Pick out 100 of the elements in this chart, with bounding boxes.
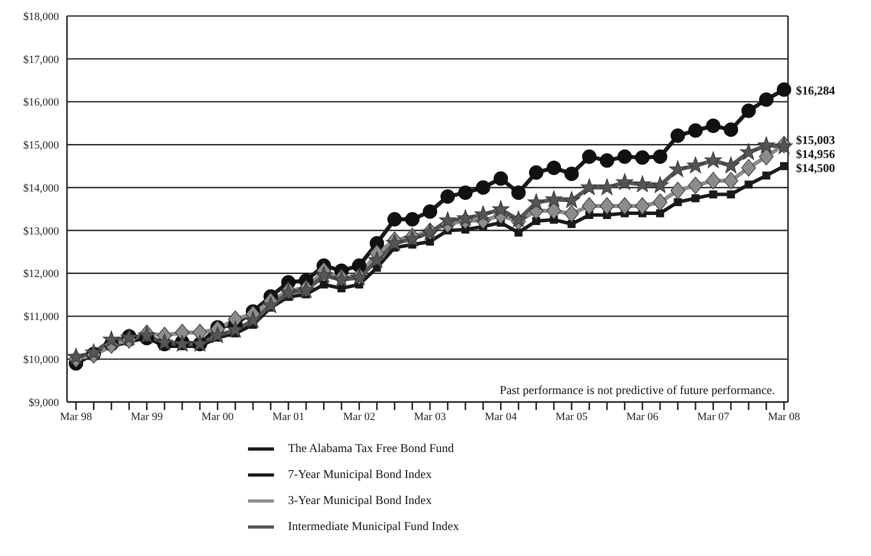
point (102, 330, 120, 348)
point (528, 193, 545, 210)
point (387, 212, 402, 227)
point (670, 182, 686, 200)
point (617, 149, 632, 164)
point (156, 334, 174, 350)
point (244, 311, 262, 328)
data-label: $14,956 (796, 146, 835, 161)
x-tick-label: Mar 98 (60, 410, 93, 423)
y-tick-label: $10,000 (23, 354, 60, 366)
x-tick-label: Mar 05 (556, 410, 588, 423)
y-tick-label: $15,000 (23, 140, 60, 152)
y-tick-label: $11,000 (24, 311, 60, 324)
point (634, 175, 652, 192)
y-tick-label: $12,000 (23, 268, 60, 280)
point (722, 156, 740, 174)
point (546, 202, 562, 220)
point (780, 162, 788, 170)
annotation: Past performance is not predictive of future performance. (500, 383, 775, 397)
point (528, 165, 544, 180)
point (511, 185, 526, 200)
point (741, 104, 756, 118)
data-label: $15,003 (796, 132, 835, 147)
point (510, 210, 528, 228)
point (740, 143, 758, 160)
point (546, 160, 562, 176)
point (600, 153, 614, 168)
x-tick-label: Mar 06 (626, 410, 659, 423)
point (776, 82, 792, 97)
point (458, 185, 473, 200)
point (582, 197, 597, 215)
legend-label: 7-Year Municipal Bond Index (288, 466, 432, 481)
point (688, 176, 703, 194)
point (706, 172, 721, 190)
point (744, 180, 753, 189)
y-tick-label: $13,000 (23, 225, 60, 238)
point (514, 228, 522, 237)
x-tick-label: Mar 02 (343, 410, 376, 423)
point (709, 190, 718, 198)
point (688, 123, 703, 138)
point (580, 178, 598, 195)
legend-label: 3-Year Municipal Bond Index (288, 492, 432, 507)
point (494, 171, 508, 186)
point (686, 156, 704, 174)
x-tick-label: Mar 04 (484, 410, 518, 423)
point (651, 176, 669, 193)
point (616, 173, 634, 190)
point (474, 205, 492, 222)
point (320, 280, 328, 288)
point (568, 220, 576, 228)
y-tick-label: $14,000 (23, 182, 60, 194)
point (656, 209, 664, 218)
x-tick-label: Mar 08 (768, 410, 801, 423)
point (476, 180, 490, 195)
point (440, 189, 455, 204)
x-tick-label: Mar 00 (202, 410, 234, 423)
point (759, 92, 774, 107)
x-tick-label: Mar 07 (697, 410, 730, 423)
data-label: $16,284 (796, 83, 835, 98)
point (174, 324, 190, 342)
point (706, 118, 720, 134)
point (652, 193, 668, 211)
point (669, 160, 686, 177)
point (692, 194, 700, 202)
x-tick-label: Mar 01 (272, 410, 304, 423)
point (724, 172, 738, 190)
point (652, 149, 668, 164)
point (315, 266, 332, 283)
point (67, 348, 85, 364)
point (670, 128, 686, 143)
y-tick-label: $18,000 (23, 10, 60, 23)
point (422, 204, 438, 219)
point (405, 212, 420, 227)
point (532, 217, 540, 226)
point (564, 204, 579, 222)
point (762, 172, 770, 180)
point (456, 209, 474, 226)
data-label: $14,500 (796, 160, 835, 175)
point (598, 178, 616, 195)
point (582, 149, 597, 164)
point (492, 200, 510, 217)
point (562, 191, 580, 208)
point (85, 344, 102, 360)
point (564, 166, 579, 182)
y-tick-label: $17,000 (23, 54, 60, 66)
point (726, 190, 735, 198)
point (635, 150, 650, 165)
point (704, 151, 722, 168)
point (192, 324, 208, 342)
legend-label: Intermediate Municipal Fund Index (288, 518, 459, 533)
x-tick-label: Mar 03 (414, 410, 447, 423)
point (617, 197, 632, 215)
point (208, 326, 226, 343)
y-tick-label: $9,000 (28, 396, 60, 409)
point (741, 159, 756, 177)
point (545, 190, 563, 207)
x-tick-label: Mar 99 (130, 410, 164, 423)
point (674, 198, 682, 206)
point (600, 197, 614, 215)
point (439, 211, 456, 228)
